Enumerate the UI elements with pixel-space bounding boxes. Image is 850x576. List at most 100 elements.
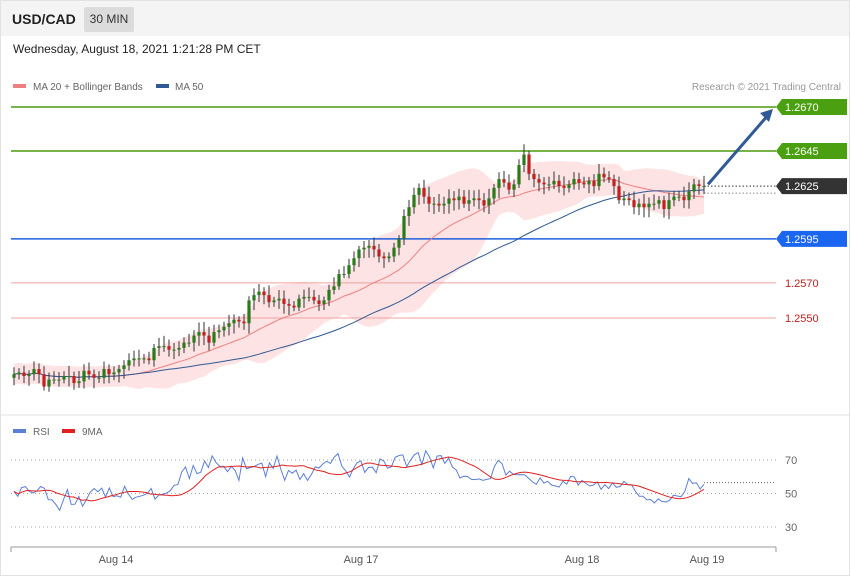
x-tick-label: Aug 18 — [565, 554, 600, 566]
candle-body — [517, 165, 521, 185]
candle-body — [267, 295, 271, 303]
candle-body — [492, 187, 496, 199]
level-label-1.2625: 1.2625 — [785, 181, 819, 193]
candle-body — [232, 319, 236, 324]
candle-body — [242, 321, 246, 324]
candle-body — [637, 203, 641, 208]
candle-body — [287, 303, 291, 306]
candle-body — [202, 332, 206, 336]
candle-body — [642, 203, 646, 208]
candle-body — [312, 296, 316, 301]
candle-body — [667, 200, 671, 209]
candle-body — [77, 381, 81, 384]
candle-body — [597, 173, 601, 187]
candle-body — [582, 182, 586, 185]
candle-body — [337, 274, 341, 287]
candle-body — [247, 300, 251, 324]
candle-body — [227, 323, 231, 327]
candle-body — [547, 184, 551, 186]
candle-body — [407, 207, 411, 217]
candle-body — [622, 198, 626, 201]
candle-body — [282, 298, 286, 304]
candle-body — [332, 286, 336, 290]
candle-body — [442, 203, 446, 206]
candle-body — [592, 180, 596, 187]
rsi-line — [13, 449, 705, 512]
candle-body — [117, 368, 121, 373]
candle-body — [327, 289, 331, 301]
candle-body — [402, 216, 406, 239]
candle-body — [542, 182, 546, 185]
candle-body — [167, 346, 171, 350]
candles-group — [12, 144, 706, 392]
level-label-1.2570: 1.2570 — [785, 278, 819, 290]
legend-swatch-ma50 — [156, 84, 169, 88]
candle-body — [482, 200, 486, 206]
candle-body — [162, 346, 166, 348]
candle-body — [687, 191, 691, 201]
legend-label-ma20: MA 20 + Bollinger Bands — [33, 82, 143, 93]
candle-body — [67, 376, 71, 378]
candle-body — [277, 298, 281, 301]
candle-body — [292, 305, 296, 308]
candle-body — [212, 332, 216, 343]
candle-body — [92, 374, 96, 378]
candle-body — [497, 179, 501, 188]
candle-body — [42, 374, 46, 387]
candle-body — [187, 342, 191, 344]
candle-body — [222, 326, 226, 331]
rsi-tick-50: 50 — [785, 489, 797, 501]
candle-body — [262, 291, 266, 296]
candle-body — [87, 370, 91, 375]
candle-body — [17, 372, 21, 375]
candle-body — [697, 184, 701, 187]
candle-body — [257, 291, 261, 296]
candle-body — [137, 358, 141, 360]
candle-body — [112, 372, 116, 375]
level-label-1.2645: 1.2645 — [785, 146, 819, 158]
candle-body — [272, 300, 276, 303]
candle-body — [192, 335, 196, 343]
candle-body — [107, 368, 111, 375]
candle-body — [297, 298, 301, 308]
candle-body — [527, 154, 531, 174]
rsi-tick-30: 30 — [785, 522, 797, 534]
candle-body — [377, 249, 381, 257]
candle-body — [57, 379, 61, 381]
candle-body — [47, 379, 51, 387]
forecast-arrow-line — [706, 113, 771, 186]
candle-body — [682, 196, 686, 201]
rsi-9ma-line — [13, 456, 705, 502]
candle-body — [72, 376, 76, 384]
candle-body — [532, 173, 536, 180]
candle-body — [237, 319, 241, 322]
candle-body — [632, 200, 636, 208]
candle-body — [217, 330, 221, 333]
candle-body — [122, 365, 126, 369]
x-tick-label: Aug 14 — [99, 554, 134, 566]
candle-body — [252, 295, 256, 301]
candle-body — [477, 198, 481, 201]
candle-body — [182, 342, 186, 348]
candle-body — [457, 196, 461, 201]
candle-body — [12, 374, 16, 378]
candle-body — [512, 184, 516, 190]
candle-body — [307, 296, 311, 298]
candle-body — [22, 372, 26, 377]
level-badge-1.2625 — [776, 178, 847, 195]
candle-body — [362, 247, 366, 250]
timeframe-button[interactable]: 30 MIN — [84, 7, 134, 32]
legend-label-rsi: RSI — [33, 427, 50, 438]
candle-body — [197, 332, 201, 336]
candle-body — [352, 258, 356, 266]
legend-swatch-9ma — [62, 429, 75, 433]
candle-body — [627, 198, 631, 201]
ma50-line — [13, 189, 705, 378]
candle-body — [387, 256, 391, 259]
candle-body — [127, 360, 131, 366]
legend-label-9ma: 9MA — [82, 427, 103, 438]
forecast-arrow-head — [760, 109, 773, 122]
candle-body — [357, 249, 361, 259]
candle-body — [342, 274, 346, 276]
